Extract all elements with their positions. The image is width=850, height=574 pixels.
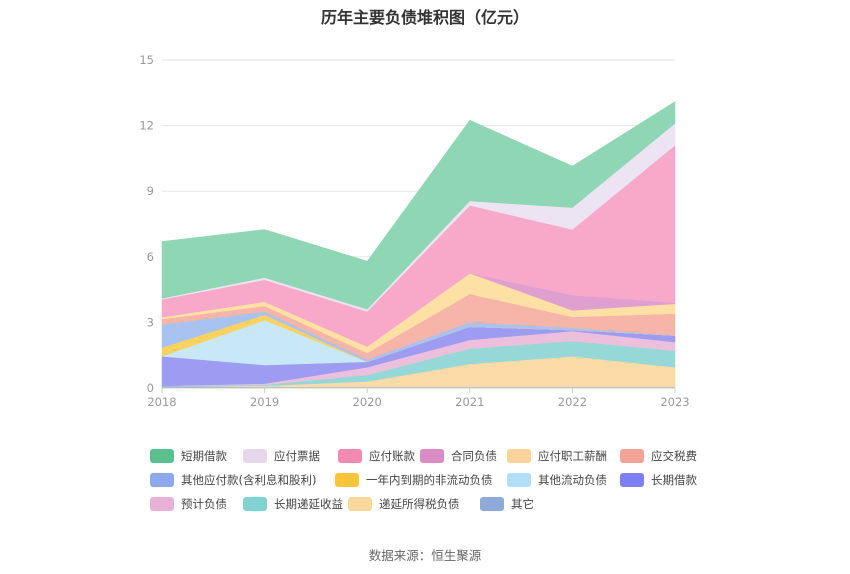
legend-item[interactable]: 应付职工薪酬 [507,448,607,464]
chart-title: 历年主要负债堆积图（亿元） [320,8,529,27]
legend-swatch [507,473,531,487]
x-tick-label: 2021 [455,395,484,409]
legend-label: 长期递延收益 [274,497,343,511]
y-tick-label: 12 [139,119,154,133]
y-tick-label: 15 [139,53,154,67]
x-tick-label: 2019 [250,395,279,409]
legend-label: 应付账款 [369,449,415,463]
x-tick-label: 2018 [147,395,176,409]
legend-item[interactable]: 递延所得税负债 [348,496,460,512]
legend-label: 应交税费 [651,449,697,463]
legend-label: 其他流动负债 [538,473,607,487]
legend-label: 预计负债 [181,497,227,511]
legend-item[interactable]: 合同负债 [420,448,497,464]
legend-label: 长期借款 [651,473,697,487]
legend-swatch [243,449,267,463]
legend-swatch [348,497,372,511]
legend-swatch [150,497,174,511]
y-tick-label: 3 [147,315,154,329]
legend-label: 短期借款 [181,449,227,463]
legend-label: 其他应付款(含利息和股利) [181,473,317,487]
legend-swatch [150,473,174,487]
legend-item[interactable]: 应付账款 [338,448,415,464]
legend-item[interactable]: 长期借款 [620,472,697,488]
x-tick-label: 2020 [353,395,382,409]
legend-item[interactable]: 一年内到期的非流动负债 [335,472,493,488]
legend-swatch [335,473,359,487]
legend-item[interactable]: 其他应付款(含利息和股利) [150,472,316,488]
legend-swatch [507,449,531,463]
x-tick-label: 2022 [558,395,587,409]
legend-item[interactable]: 应交税费 [620,448,697,464]
legend-swatch [620,449,644,463]
legend-label: 应付票据 [274,449,320,463]
legend-swatch [338,449,362,463]
legend-swatch [243,497,267,511]
legend-item[interactable]: 短期借款 [150,448,227,464]
axes: 0 3 6 9 12 15 2018 2019 2020 2021 2022 2023 [139,53,689,409]
legend-item[interactable]: 其它 [480,496,534,512]
legend-swatch [150,449,174,463]
legend-label: 一年内到期的非流动负债 [366,473,493,487]
legend-swatch [620,473,644,487]
legend-label: 递延所得税负债 [379,497,460,511]
legend-item[interactable]: 应付票据 [243,448,320,464]
y-tick-label: 9 [147,184,154,198]
y-tick-label: 0 [147,381,154,395]
stacked-area-chart: 0 3 6 9 12 15 2018 2019 2020 2021 2022 2023 [139,53,689,409]
y-tick-label: 6 [147,250,154,264]
legend-swatch [420,449,444,463]
legend-item[interactable]: 预计负债 [150,496,227,512]
legend-item[interactable]: 其他流动负债 [507,472,607,488]
x-tick-label: 2023 [660,395,689,409]
legend-item[interactable]: 长期递延收益 [243,496,343,512]
area-短期借款 [161,101,676,310]
area-series [161,101,676,389]
legend-label: 合同负债 [451,449,497,463]
data-source-note: 数据来源：恒生聚源 [368,548,482,563]
legend-label: 应付职工薪酬 [538,449,607,463]
legend-swatch [480,497,504,511]
legend-label: 其它 [511,497,534,511]
